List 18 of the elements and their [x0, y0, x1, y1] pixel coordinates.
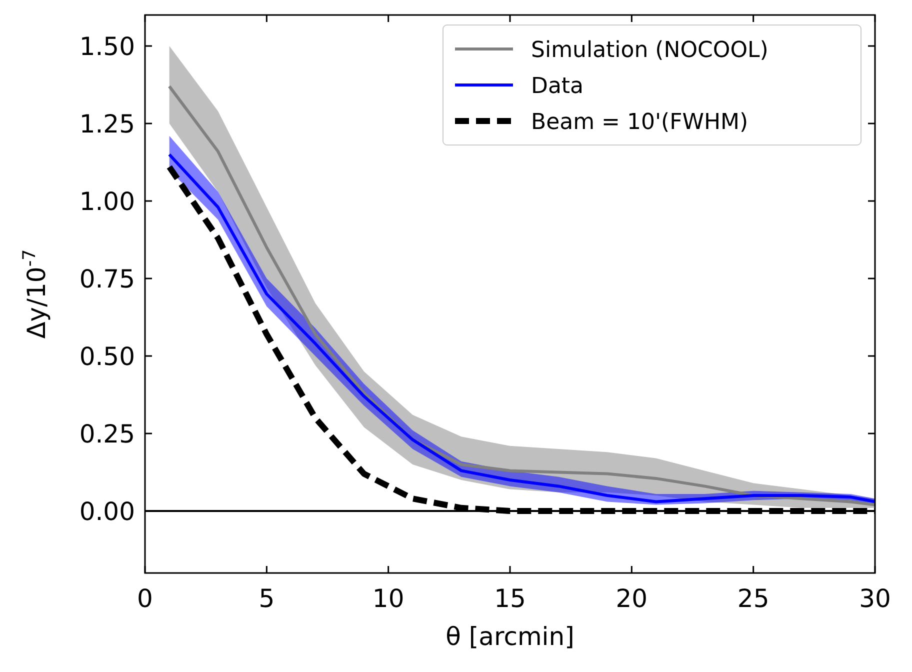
x-tick-label: 15	[494, 584, 526, 613]
legend-label: Simulation (NOCOOL)	[531, 38, 768, 63]
x-tick-label: 5	[258, 584, 275, 613]
y-tick-label: 1.50	[79, 32, 135, 61]
legend-label: Beam = 10'(FWHM)	[531, 110, 748, 135]
y-tick-label: 1.25	[79, 109, 135, 138]
y-tick-label: 0.50	[79, 342, 135, 371]
x-tick-label: 0	[137, 584, 153, 613]
x-tick-label: 30	[859, 584, 891, 613]
y-tick-label: 1.00	[79, 186, 135, 216]
y-tick-label: 0.75	[79, 264, 135, 294]
x-tick-label: 20	[616, 584, 648, 613]
x-tick-label: 25	[737, 584, 770, 613]
y-tick-label: 0.25	[79, 419, 135, 448]
legend-label: Data	[531, 74, 584, 99]
x-tick-label: 10	[372, 584, 404, 613]
y-tick-label: 0.00	[79, 496, 135, 526]
x-axis-title: θ [arcmin]	[446, 622, 574, 651]
